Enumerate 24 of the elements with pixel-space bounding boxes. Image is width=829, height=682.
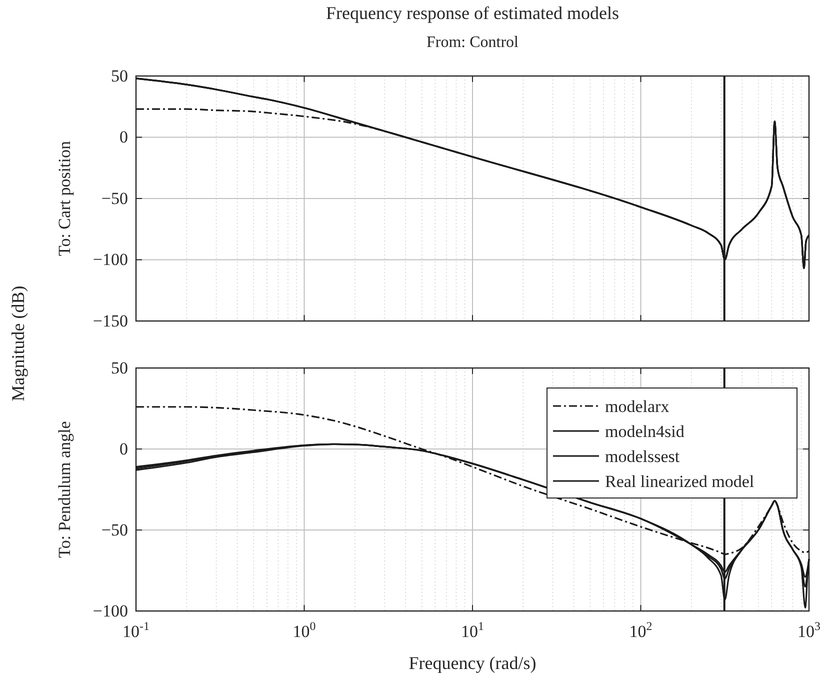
x-tick-label: 10$^{3}$ <box>798 619 821 641</box>
y-tick-label: −100 <box>92 250 128 270</box>
text: Magnitude (dB) <box>8 286 28 402</box>
chart-title: Frequency response of estimated models <box>326 3 619 23</box>
chart-subtitle: From: Control <box>426 34 520 51</box>
y-tick-label: 0 <box>120 128 128 147</box>
legend-label: Real linearized model <box>605 472 754 491</box>
y-axis-title: To: Pendulum angle <box>55 421 74 558</box>
y-tick-label: −150 <box>92 311 128 330</box>
y-tick-label: −50 <box>101 188 128 208</box>
legend-label: modelssest <box>605 447 680 466</box>
x-tick-label: 10$^{-1}$ <box>122 619 150 641</box>
y-tick-label: −50 <box>101 520 128 540</box>
y-tick-label: 50 <box>111 358 128 378</box>
x-tick-label: 10$^{0}$ <box>292 619 316 641</box>
x-axis-title: Frequency (rad/s) <box>408 653 536 673</box>
legend-label: modelarx <box>605 397 670 416</box>
y-tick-label: −100 <box>92 601 128 620</box>
y-tick-label: 0 <box>120 439 128 458</box>
x-tick-label: 10$^{1}$ <box>461 619 484 641</box>
x-tick-label: 10$^{2}$ <box>629 619 652 641</box>
y-tick-label: 50 <box>111 66 128 86</box>
legend-label: modeln4sid <box>605 422 685 441</box>
y-axis-title: To: Cart position <box>55 140 74 256</box>
